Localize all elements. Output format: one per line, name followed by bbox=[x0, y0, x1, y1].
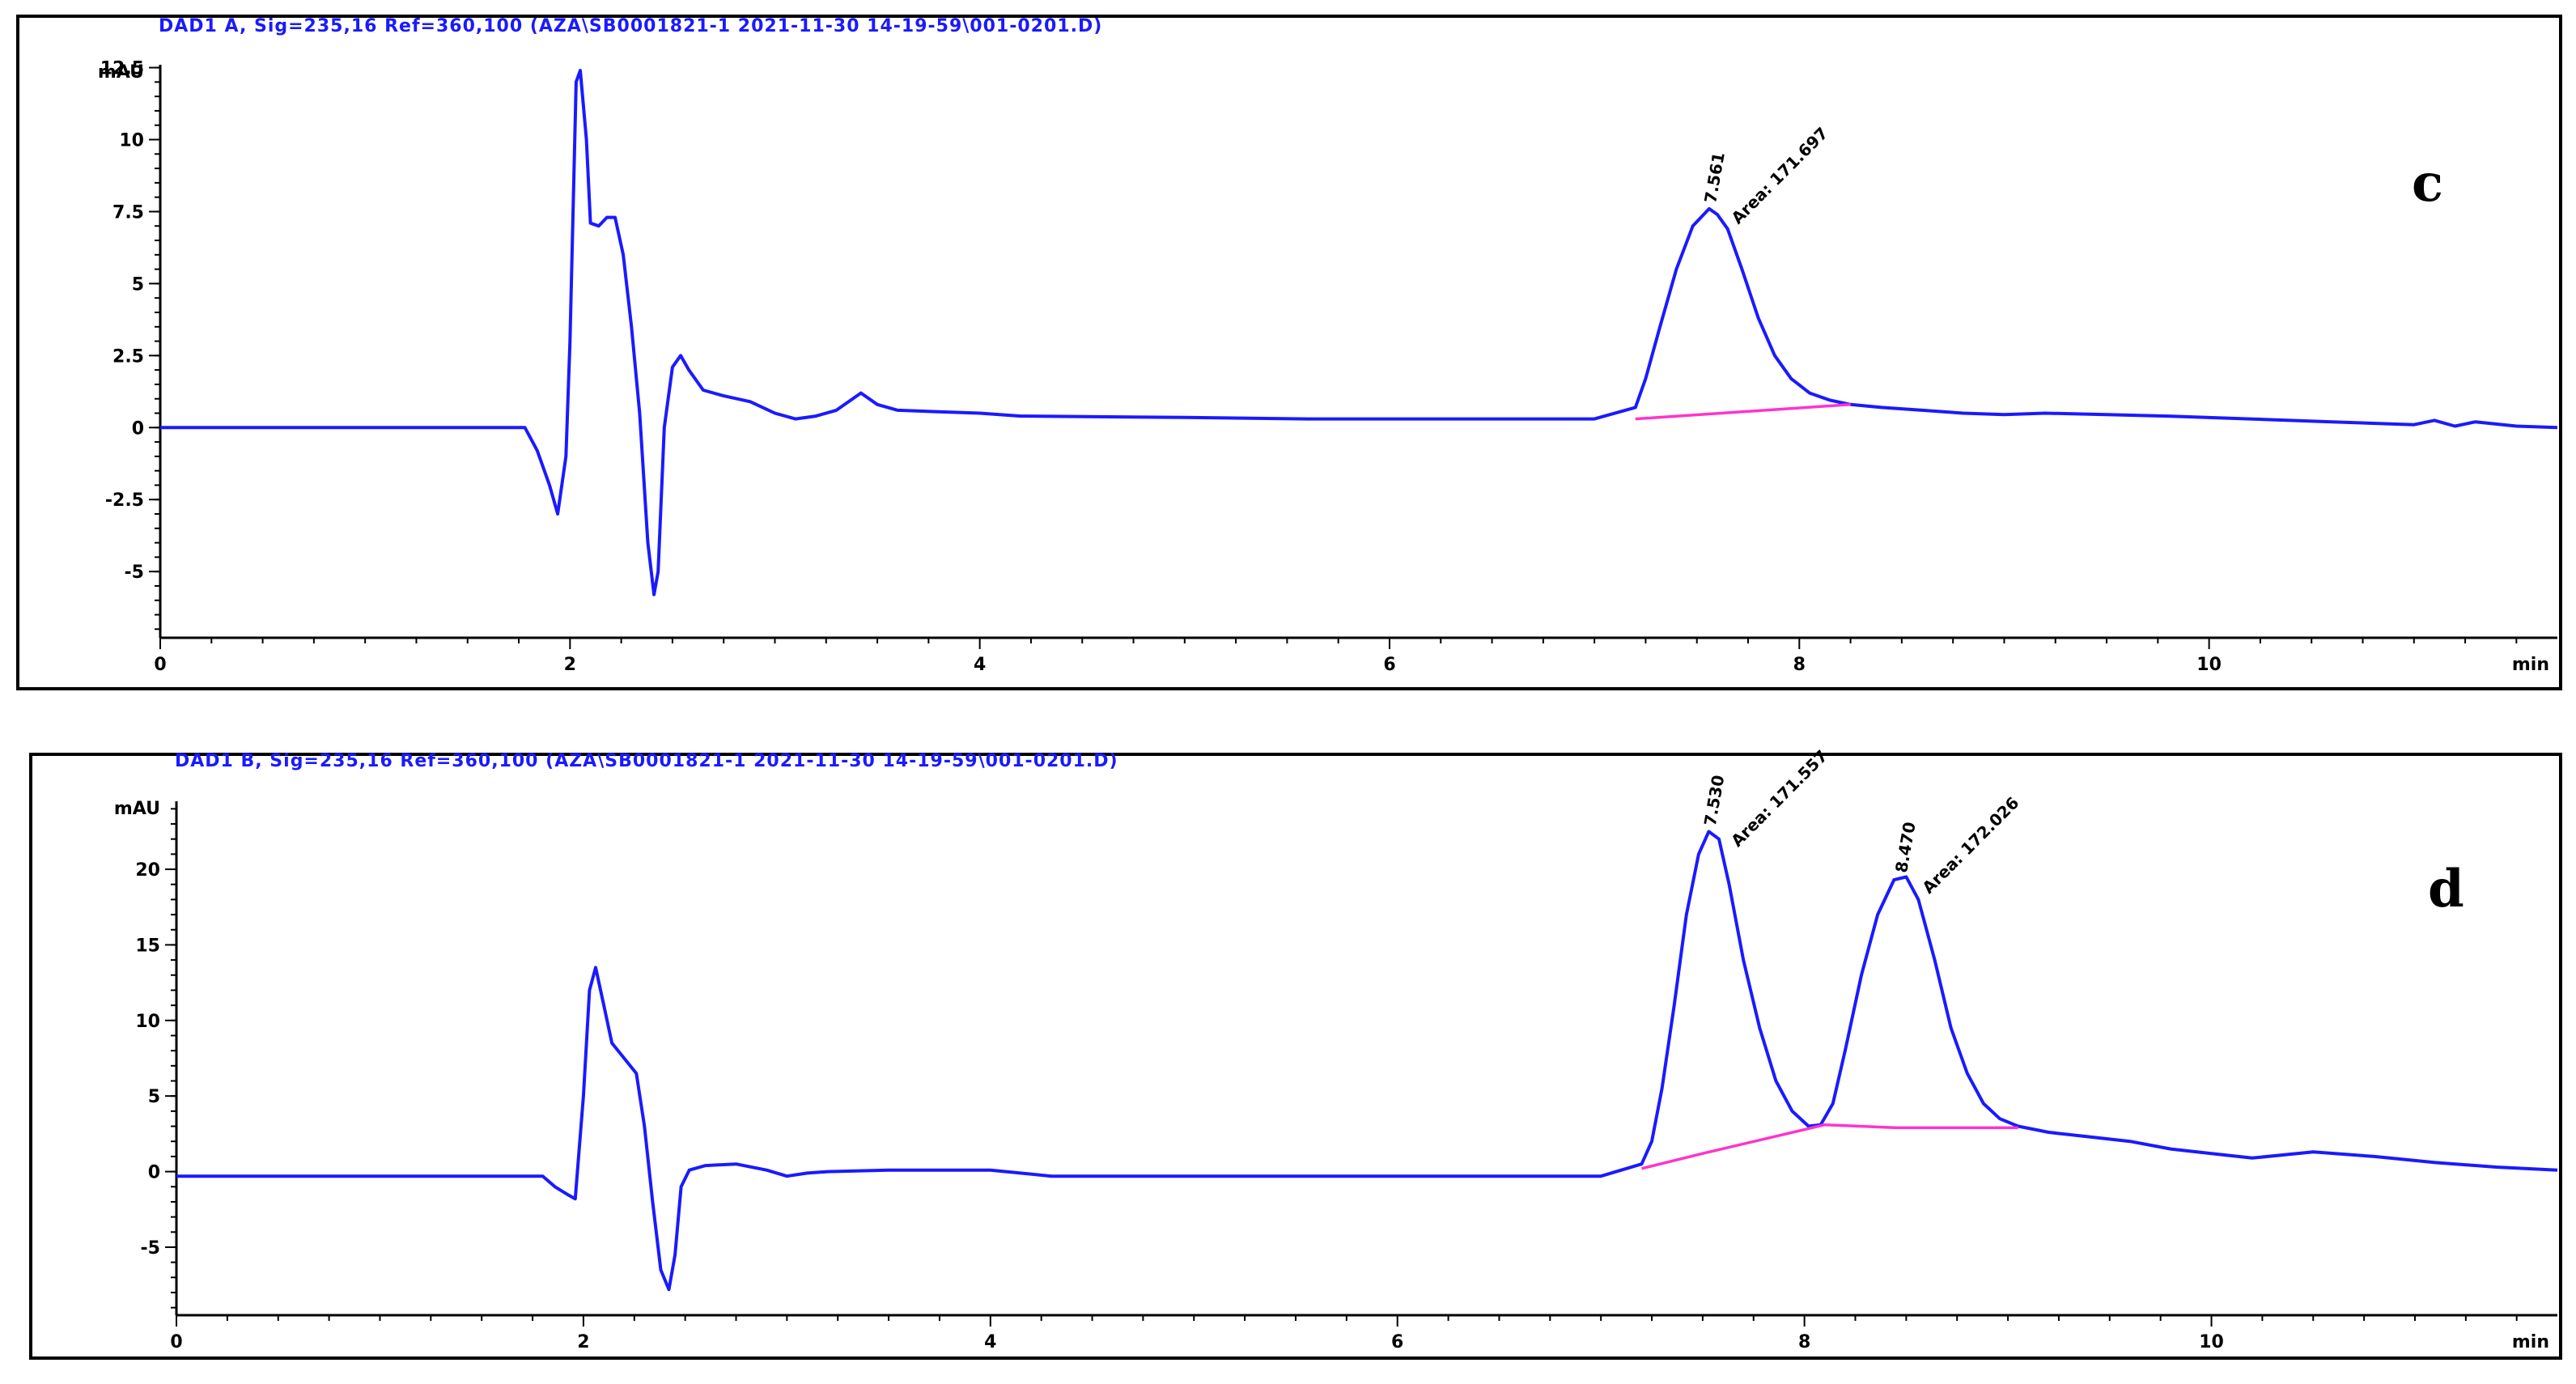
y-tick-label: 7.5 bbox=[112, 202, 144, 223]
x-axis-unit: min bbox=[2512, 655, 2549, 675]
retention-time-label: 8.470 bbox=[1891, 821, 1920, 874]
peak-area-label: Area: 171.557 bbox=[1727, 746, 1831, 851]
panel-letter-d: d bbox=[2428, 859, 2464, 919]
panel-d-header: DAD1 B, Sig=235,16 Ref=360,100 (AZA\SB00… bbox=[175, 751, 1118, 771]
x-tick-label: 2 bbox=[564, 655, 576, 675]
y-tick-label: 0 bbox=[132, 418, 144, 439]
y-tick-label: 5 bbox=[132, 274, 144, 295]
y-tick-label: 12.5 bbox=[100, 59, 144, 79]
panel-letter-c: c bbox=[2412, 153, 2443, 214]
x-tick-label: 6 bbox=[1383, 655, 1395, 675]
y-axis-unit: mAU bbox=[98, 62, 144, 83]
signal-trace bbox=[176, 830, 2558, 1292]
baseline-trace bbox=[1635, 403, 1851, 421]
x-tick-label: 10 bbox=[2196, 655, 2222, 675]
x-tick-label: 0 bbox=[154, 655, 166, 675]
x-tick-label: 8 bbox=[1798, 1332, 1810, 1352]
y-tick-label: 2.5 bbox=[112, 346, 144, 367]
y-tick-label: 5 bbox=[148, 1087, 160, 1107]
peak-area-label: Area: 172.026 bbox=[1918, 793, 2022, 898]
panel-c-header: DAD1 A, Sig=235,16 Ref=360,100 (AZA\SB00… bbox=[159, 16, 1103, 36]
y-axis-unit: mAU bbox=[114, 799, 160, 819]
retention-time-label: 7.561 bbox=[1700, 151, 1729, 204]
x-tick-label: 6 bbox=[1391, 1332, 1403, 1352]
x-tick-label: 2 bbox=[577, 1332, 589, 1352]
y-tick-label: 15 bbox=[135, 936, 160, 956]
x-tick-label: 4 bbox=[974, 655, 986, 675]
x-tick-label: 8 bbox=[1793, 655, 1806, 675]
y-tick-label: 10 bbox=[135, 1012, 160, 1032]
chromatogram-panel-c bbox=[16, 15, 2562, 690]
y-tick-label: -5 bbox=[125, 563, 144, 583]
y-tick-label: -5 bbox=[141, 1238, 160, 1259]
peak-area-label: Area: 171.697 bbox=[1727, 123, 1831, 227]
x-tick-label: 0 bbox=[170, 1332, 182, 1352]
y-tick-label: 10 bbox=[119, 131, 144, 151]
x-axis-unit: min bbox=[2512, 1332, 2549, 1352]
y-tick-label: 20 bbox=[135, 860, 160, 881]
signal-trace bbox=[160, 69, 2558, 596]
y-tick-label: -2.5 bbox=[105, 490, 144, 511]
x-tick-label: 10 bbox=[2199, 1332, 2224, 1352]
y-tick-label: 0 bbox=[148, 1163, 160, 1183]
chromatogram-panel-d bbox=[29, 753, 2562, 1360]
baseline-trace bbox=[1641, 1123, 2018, 1170]
retention-time-label: 7.530 bbox=[1700, 774, 1729, 827]
x-tick-label: 4 bbox=[984, 1332, 996, 1352]
